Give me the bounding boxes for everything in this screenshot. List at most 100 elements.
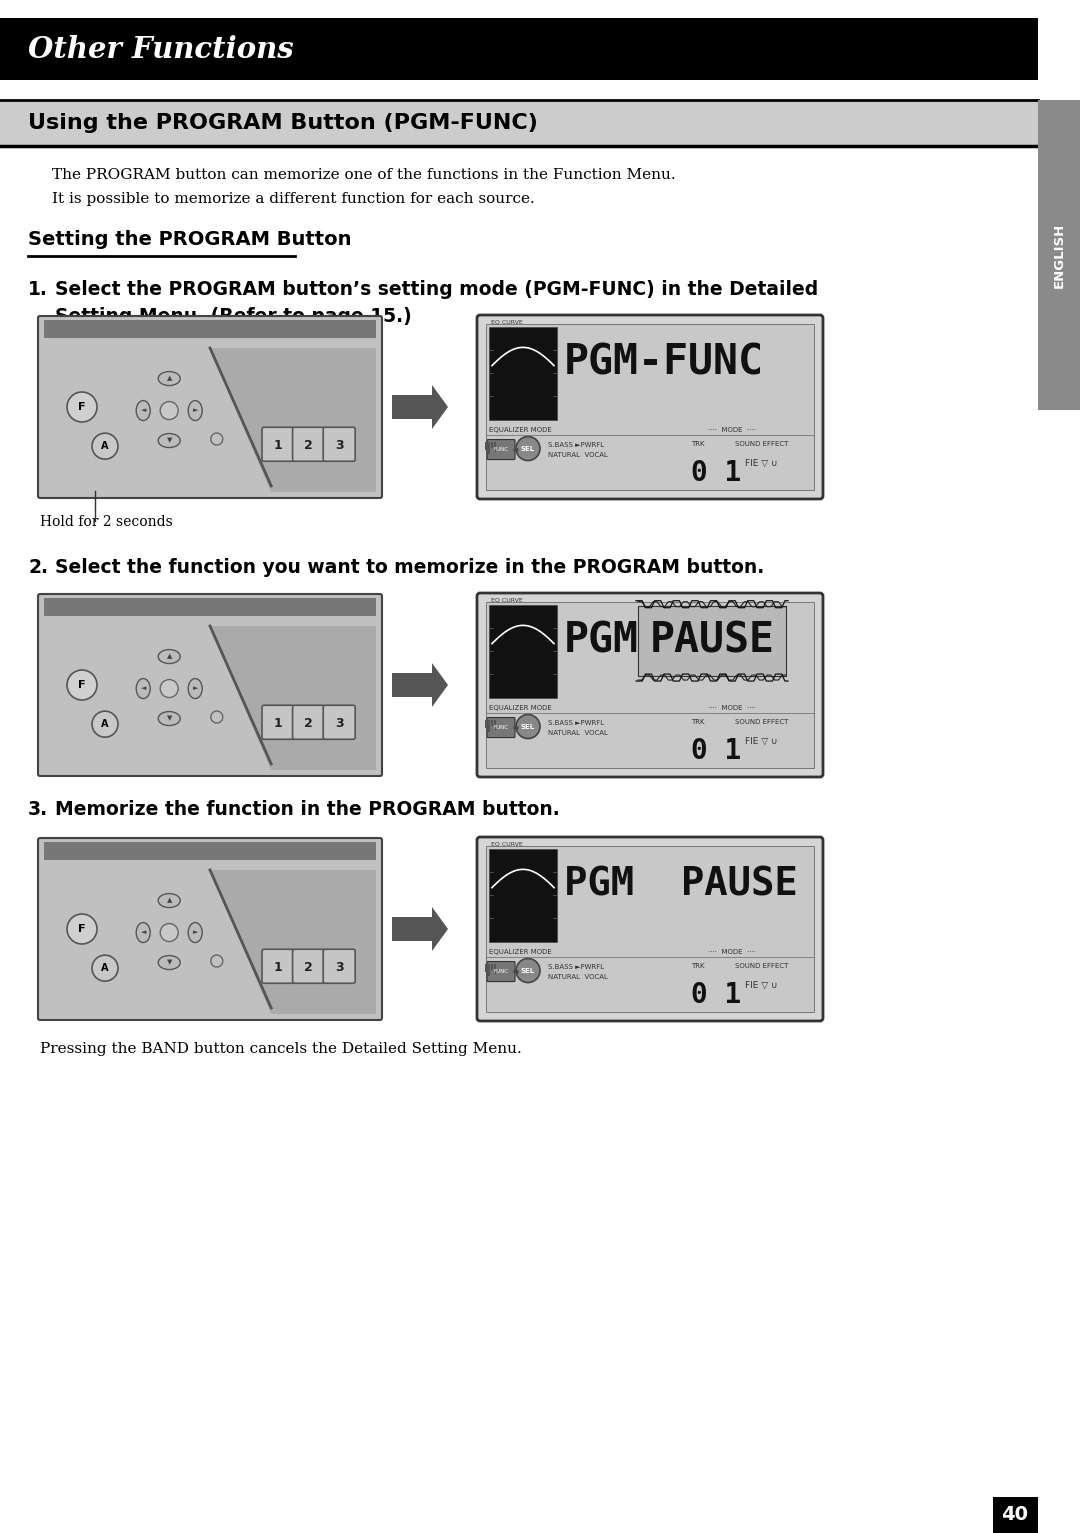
Bar [993, 1498, 1038, 1533]
Bar [488, 442, 490, 454]
Text: 2: 2 [305, 717, 313, 730]
Bar [488, 964, 490, 975]
Text: Other Functions: Other Functions [28, 35, 294, 63]
Polygon shape [210, 348, 376, 492]
Text: ····  MODE  ····: ···· MODE ···· [707, 426, 756, 432]
Text: A: A [102, 442, 109, 451]
Text: ▼: ▼ [166, 437, 172, 443]
Text: FIE ▽ ∪: FIE ▽ ∪ [745, 736, 778, 745]
Text: 2.: 2. [28, 558, 48, 576]
Bar [494, 719, 496, 730]
Polygon shape [210, 871, 376, 1013]
Text: S.BASS ►PWRFL: S.BASS ►PWRFL [548, 442, 604, 448]
Ellipse shape [158, 955, 180, 969]
Bar [44, 320, 376, 337]
Bar [1038, 100, 1080, 409]
FancyBboxPatch shape [38, 839, 382, 1019]
Text: EQUALIZER MODE: EQUALIZER MODE [489, 426, 552, 432]
Text: TRK: TRK [691, 440, 704, 446]
Bar [486, 846, 814, 1012]
Bar [491, 442, 492, 448]
Text: 0 1: 0 1 [691, 458, 741, 486]
FancyBboxPatch shape [487, 961, 515, 981]
Circle shape [211, 711, 222, 724]
Bar [489, 327, 557, 420]
FancyBboxPatch shape [323, 428, 355, 461]
Text: ◄: ◄ [140, 929, 146, 935]
Bar [489, 849, 557, 941]
Text: PAUSE: PAUSE [649, 619, 774, 662]
Text: Select the PROGRAM button’s setting mode (PGM-FUNC) in the Detailed: Select the PROGRAM button’s setting mode… [55, 281, 819, 299]
Bar [485, 719, 487, 728]
Text: F: F [78, 924, 85, 934]
Text: SOUND EFFECT: SOUND EFFECT [735, 963, 788, 969]
Text: ◄: ◄ [512, 966, 518, 975]
Polygon shape [392, 908, 448, 950]
Text: ►: ► [192, 685, 198, 691]
Text: 3.: 3. [28, 800, 49, 819]
Text: SEL: SEL [521, 967, 535, 973]
Bar [488, 719, 490, 731]
Ellipse shape [158, 371, 180, 386]
Bar [485, 442, 487, 449]
Bar [494, 964, 496, 973]
Text: FUNC: FUNC [494, 725, 509, 730]
Bar [0, 100, 1038, 146]
Polygon shape [210, 625, 376, 770]
FancyBboxPatch shape [487, 440, 515, 460]
Text: Pressing the BAND button cancels the Detailed Setting Menu.: Pressing the BAND button cancels the Det… [40, 1042, 522, 1056]
Bar [485, 964, 487, 972]
Ellipse shape [136, 923, 150, 943]
Bar [638, 606, 786, 676]
Ellipse shape [158, 650, 180, 664]
Text: Using the PROGRAM Button (PGM-FUNC): Using the PROGRAM Button (PGM-FUNC) [28, 113, 538, 133]
Ellipse shape [136, 400, 150, 420]
Text: A: A [102, 719, 109, 730]
Text: NATURAL  VOCAL: NATURAL VOCAL [548, 730, 608, 736]
Circle shape [211, 432, 222, 445]
Text: ◄: ◄ [512, 445, 518, 454]
Bar [486, 602, 814, 768]
Text: 40: 40 [1001, 1505, 1028, 1524]
Circle shape [516, 958, 540, 983]
Bar [0, 18, 1038, 80]
Text: TRK: TRK [691, 963, 704, 969]
Text: EQ CURVE: EQ CURVE [491, 842, 523, 848]
Text: It is possible to memorize a different function for each source.: It is possible to memorize a different f… [52, 192, 535, 205]
Circle shape [160, 923, 178, 941]
Circle shape [92, 434, 118, 460]
Text: ▼: ▼ [166, 960, 172, 966]
Bar [491, 719, 492, 725]
Text: FUNC: FUNC [494, 448, 509, 452]
Bar [491, 964, 492, 969]
Circle shape [516, 714, 540, 739]
Text: ▲: ▲ [166, 376, 172, 382]
Ellipse shape [158, 434, 180, 448]
Text: 3: 3 [335, 717, 343, 730]
Text: 3: 3 [335, 438, 343, 452]
Text: ►: ► [192, 929, 198, 935]
Text: FIE ▽ ∪: FIE ▽ ∪ [745, 981, 778, 990]
Text: FIE ▽ ∪: FIE ▽ ∪ [745, 458, 778, 468]
Circle shape [516, 437, 540, 460]
Text: Select the function you want to memorize in the PROGRAM button.: Select the function you want to memorize… [55, 558, 765, 576]
Text: ▼: ▼ [166, 716, 172, 722]
Text: ENGLISH: ENGLISH [1053, 222, 1066, 288]
Circle shape [211, 955, 222, 967]
Text: F: F [78, 402, 85, 412]
Text: 2: 2 [305, 961, 313, 973]
Circle shape [92, 711, 118, 737]
FancyBboxPatch shape [262, 705, 294, 739]
Text: ····  MODE  ····: ···· MODE ···· [707, 949, 756, 955]
Text: Memorize the function in the PROGRAM button.: Memorize the function in the PROGRAM but… [55, 800, 559, 819]
Bar [44, 842, 376, 860]
FancyBboxPatch shape [323, 949, 355, 983]
FancyBboxPatch shape [477, 837, 823, 1021]
FancyBboxPatch shape [38, 316, 382, 498]
Text: 1: 1 [273, 438, 282, 452]
Text: S.BASS ►PWRFL: S.BASS ►PWRFL [548, 719, 604, 725]
Text: S.BASS ►PWRFL: S.BASS ►PWRFL [548, 964, 604, 969]
FancyBboxPatch shape [293, 705, 325, 739]
Text: A: A [102, 963, 109, 973]
Bar [489, 606, 557, 698]
